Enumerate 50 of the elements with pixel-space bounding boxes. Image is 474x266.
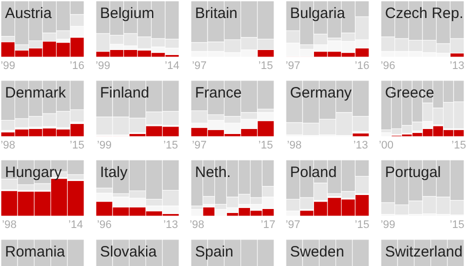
x-tick-label: ’98: [190, 219, 204, 231]
chart-title: Britain: [195, 5, 238, 22]
chart-title: Germany: [290, 84, 352, 102]
chart-title: Finland: [100, 84, 150, 102]
x-tick-label: ’99: [96, 140, 112, 152]
chart-title: Spain: [195, 244, 234, 260]
chart-title: Bulgaria: [290, 5, 346, 22]
x-tick-label: ’00: [378, 140, 394, 152]
x-tick-label: ’13: [163, 219, 178, 231]
chart-title: Austria: [5, 5, 52, 22]
x-tick-label: ’14: [68, 219, 84, 231]
x-tick-label: ’98: [0, 140, 16, 152]
chart-title: Greece: [385, 84, 434, 102]
x-tick-label: ’15: [354, 219, 370, 231]
chart-title: France: [195, 84, 242, 102]
chart-title: Italy: [100, 164, 128, 181]
chart-title: Sweden: [290, 244, 344, 260]
x-tick-label: ’16: [354, 60, 370, 72]
x-tick-label: ’99: [0, 60, 16, 72]
x-tick-label: ’16: [70, 60, 84, 72]
chart-title: Hungary: [5, 164, 62, 181]
x-tick-label: ’97: [286, 219, 300, 231]
x-tick-label: ’15: [163, 140, 178, 152]
chart-title: Switzerland: [385, 244, 463, 260]
x-tick-label: ’15: [450, 219, 464, 231]
x-tick-label: ’14: [164, 60, 180, 72]
x-tick-label: ’99: [380, 219, 396, 231]
x-tick-label: ’96: [380, 60, 396, 72]
x-tick-label: ’15: [258, 140, 274, 152]
x-tick-label: ’13: [450, 60, 464, 72]
x-tick-label: ’97: [192, 140, 207, 152]
x-tick-label: ’15: [70, 140, 84, 152]
x-tick-label: ’97: [286, 60, 300, 72]
x-tick-label: ’97: [192, 60, 207, 72]
x-tick-label: ’15: [451, 140, 466, 152]
x-tick-label: ’98: [2, 219, 17, 231]
x-tick-label: ’13: [353, 140, 368, 152]
x-tick-label: ’96: [96, 219, 112, 231]
chart-title: Slovakia: [100, 244, 158, 260]
x-tick-label: ’98: [286, 140, 302, 152]
x-tick-label: ’99: [96, 60, 110, 72]
x-tick-label: ’15: [258, 60, 274, 72]
chart-title: Romania: [5, 244, 66, 260]
chart-title: Poland: [290, 164, 337, 181]
chart-title: Denmark: [5, 84, 66, 102]
chart-title: Neth.: [195, 164, 231, 181]
chart-title: Czech Rep.: [385, 5, 464, 22]
x-tick-label: ’17: [260, 219, 276, 231]
chart-title: Portugal: [385, 164, 441, 181]
chart-title: Belgium: [100, 5, 154, 22]
